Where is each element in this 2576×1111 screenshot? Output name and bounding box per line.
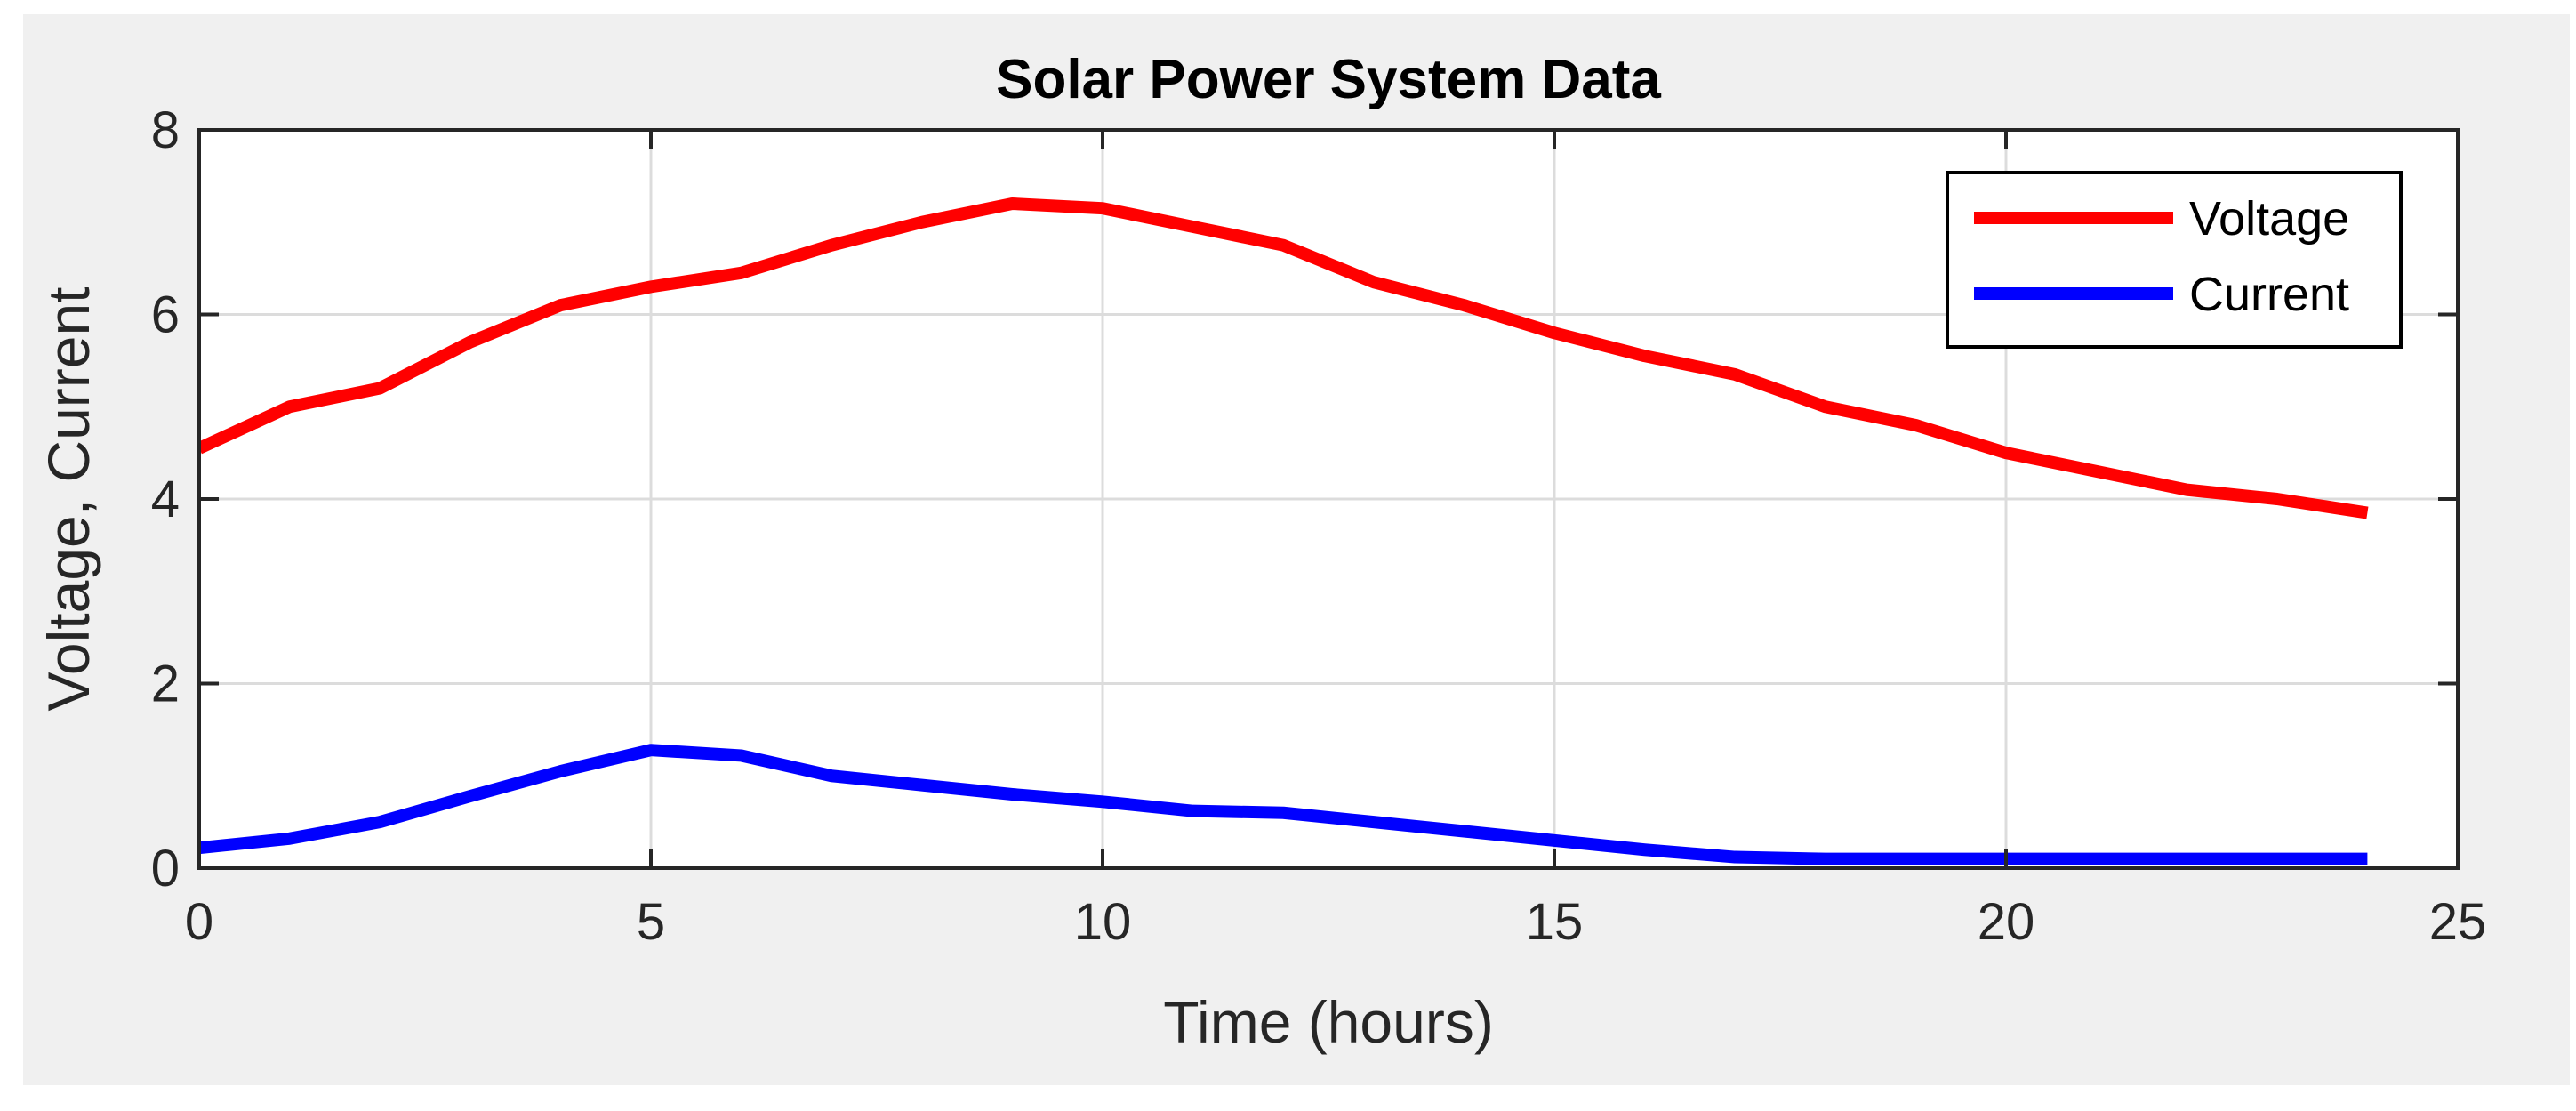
y-tick-label: 8 [151,101,180,159]
series-line-voltage [197,197,2369,519]
x-tick-label: 5 [637,893,665,951]
x-axis-label: Time (hours) [1163,989,1494,1055]
tick-labels: 0 5 10 15 20 25 0 2 4 6 8 [151,101,2487,951]
x-tick-label: 0 [185,893,213,951]
legend-label-current: Current [2189,268,2349,321]
legend-label-voltage: Voltage [2189,192,2349,246]
axis-ticks [197,128,2460,870]
chart-title: Solar Power System Data [996,49,1661,110]
legend: Voltage Current [1946,171,2403,349]
y-tick-label: 6 [151,286,180,344]
y-tick-label: 4 [151,471,180,528]
legend-box [1946,171,2403,349]
y-tick-label: 2 [151,656,180,713]
x-tick-label: 15 [1526,893,1584,951]
y-tick-label: 0 [151,840,180,898]
x-tick-label: 20 [1978,893,2035,951]
grid-lines [199,130,2458,868]
x-tick-label: 25 [2429,893,2487,951]
y-axis-label: Voltage, Current [36,287,101,712]
x-tick-label: 10 [1074,893,1132,951]
